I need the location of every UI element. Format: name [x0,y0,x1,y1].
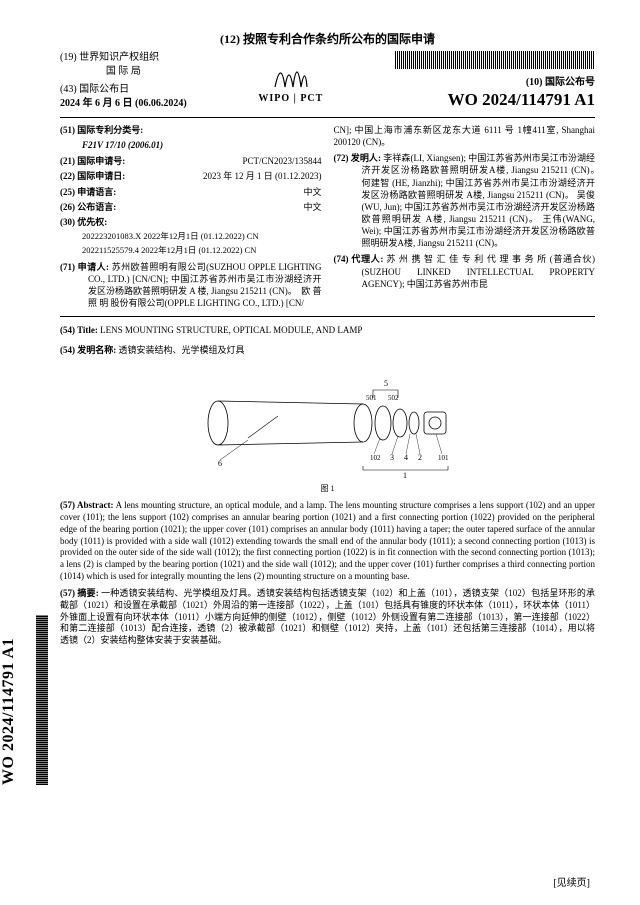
pub-num: WO 2024/114791 A1 [395,90,595,110]
pub-date: 2024 年 6 月 6 日 (06.06.2024) [60,97,187,111]
f51-value: F21V 17/10 (2006.01) [82,140,163,150]
abs-en-text: A lens mounting structure, an optical mo… [60,500,595,580]
title-en-row: (54) Title: LENS MOUNTING STRUCTURE, OPT… [60,325,595,335]
side-pub-num: WO 2024/114791 A1 [0,638,18,785]
f26-label: (26) 公布语言: [60,201,116,213]
title-en-value: LENS MOUNTING STRUCTURE, OPTICAL MODULE,… [100,325,362,335]
f74-value: 苏 州 携 智 汇 佳 专 利 代 理 事 务 所 (普通合伙)(SUZHOU … [362,254,596,288]
header-left: (19) 世界知识产权组织 国 际 局 (43) 国际公布日 2024 年 6 … [60,51,187,111]
title-en-label: (54) Title: [60,325,98,335]
lbl-2: 2 [418,453,422,462]
f71-label: (71) 申请人: [60,262,109,272]
f22-label: (22) 国际申请日: [60,170,125,182]
lbl-3: 3 [390,453,394,462]
side-barcode-icon [36,615,48,785]
f74-label: (74) 代理人: [334,254,384,264]
title-cn-value: 透镜安装结构、光学模组及灯具 [119,345,245,355]
wipo-logo-block: WIPO | PCT [258,51,323,104]
f26-value: 中文 [303,201,321,213]
abs-cn-label: (57) 摘要: [60,588,99,598]
lbl-5: 5 [384,379,388,388]
right-column: CN]; 中国上海市浦东新区龙东大道 6111 号 1幢411室, Shangh… [334,124,596,312]
divider-mid [60,316,595,317]
left-column: (51) 国际专利分类号: F21V 17/10 (2006.01) (21) … [60,124,322,312]
wipo-text: WIPO | PCT [258,93,323,104]
drawing-container: 5 501 502 6 102 3 4 2 101 1 图 1 [60,368,595,494]
lbl-4: 4 [404,453,408,462]
wipo-logo-icon [271,51,311,91]
f72-label: (72) 发明人: [334,153,381,163]
f72-value: 李祥森(LI, Xiangsen); 中国江苏省苏州市吴江市汾湖经济开发区汾杨路… [362,153,605,248]
doc-kind-label: (12) 按照专利合作条约所公布的国际申请 [60,30,595,47]
f25-value: 中文 [303,186,321,198]
f21-value: PCT/CN2023/135844 [242,155,321,167]
title-cn-row: (54) 发明名称: 透镜安装结构、光学模组及灯具 [60,343,595,356]
figure-caption: 图 1 [60,483,595,494]
f21-label: (21) 国际申请号: [60,155,125,167]
title-cn-label: (54) 发明名称: [60,345,116,355]
biblio-columns: (51) 国际专利分类号: F21V 17/10 (2006.01) (21) … [60,124,595,312]
prio2: 202211525579.4 2022年12月1日 (01.12.2022) C… [60,245,322,256]
org-line2: 国 际 局 [60,65,187,79]
prio1: 202223201083.X 2022年12月1日 (01.12.2022) C… [60,231,322,242]
abs-en-label: (57) Abstract: [60,500,114,510]
divider-top [60,117,595,118]
header-right: (10) 国际公布号 WO 2024/114791 A1 [395,51,595,110]
header-row: (19) 世界知识产权组织 国 际 局 (43) 国际公布日 2024 年 6 … [60,51,595,111]
f71-value: 苏州欧普照明有限公司(SUZHOU OPPLE LIGHTING CO., LT… [88,262,322,308]
lbl-501: 501 [366,394,377,402]
org-line1: (19) 世界知识产权组织 [60,51,187,65]
figure-drawing: 5 501 502 6 102 3 4 2 101 1 [188,368,468,478]
abstract-cn: (57) 摘要: 一种透镜安装结构、光学模组及灯具。透镜安装结构包括透镜支架（1… [60,588,595,646]
f22-value: 2023 年 12 月 1 日 (01.12.2023) [203,170,322,182]
lbl-502: 502 [388,394,399,402]
f30-label: (30) 优先权: [60,216,322,228]
f25-label: (25) 申请语言: [60,186,116,198]
cont1: CN]; 中国上海市浦东新区龙东大道 6111 号 1幢411室, Shangh… [334,124,596,148]
lbl-1: 1 [403,471,407,478]
pub-date-label: (43) 国际公布日 [60,83,187,97]
pub-num-label: (10) 国际公布号 [395,73,595,88]
f51-label: (51) 国际专利分类号: [60,125,143,135]
abs-cn-text: 一种透镜安装结构、光学模组及灯具。透镜安装结构包括透镜支架（102）和上盖（10… [60,588,595,645]
barcode-icon [395,51,595,69]
lbl-6: 6 [218,459,222,468]
lbl-101: 101 [438,454,449,462]
continued-footer: [见续页] [553,874,590,889]
abstract-en: (57) Abstract: A lens mounting structure… [60,500,595,582]
lbl-102: 102 [370,454,381,462]
